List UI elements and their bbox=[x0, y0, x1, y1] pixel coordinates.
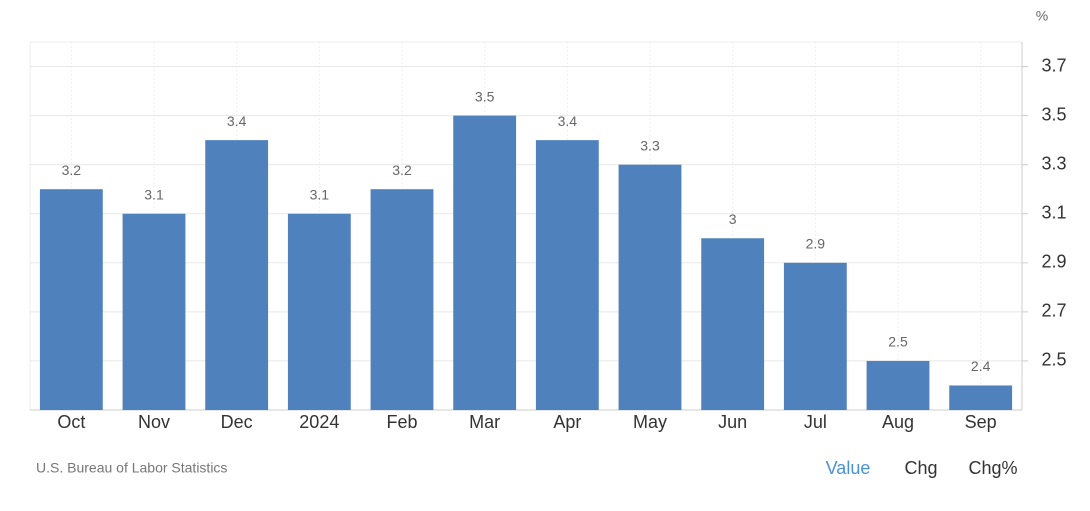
value-label: 3.5 bbox=[475, 88, 495, 104]
bar bbox=[39, 189, 103, 410]
value-label: 2.9 bbox=[806, 236, 826, 252]
bar bbox=[122, 213, 186, 410]
x-tick-label: Aug bbox=[882, 412, 914, 432]
y-tick-label: 3.7 bbox=[1041, 55, 1066, 75]
x-tick-label: Nov bbox=[138, 412, 170, 432]
y-tick-label: 3.1 bbox=[1041, 202, 1066, 222]
bar bbox=[701, 238, 765, 410]
value-label: 3.2 bbox=[62, 162, 82, 178]
value-label: 2.5 bbox=[888, 334, 908, 350]
y-tick-label: 3.5 bbox=[1041, 104, 1066, 124]
y-tick-label: 2.9 bbox=[1041, 252, 1066, 272]
x-tick-label: Jul bbox=[804, 412, 827, 432]
bar bbox=[205, 140, 269, 410]
control-button[interactable]: Chg bbox=[904, 458, 937, 478]
x-tick-label: Sep bbox=[965, 412, 997, 432]
control-button[interactable]: Chg% bbox=[968, 458, 1017, 478]
value-label: 3.3 bbox=[640, 137, 660, 153]
x-tick-label: Feb bbox=[386, 412, 417, 432]
y-tick-label: 3.3 bbox=[1041, 153, 1066, 173]
bar bbox=[453, 115, 517, 410]
value-label: 2.4 bbox=[971, 358, 991, 374]
value-label: 3 bbox=[729, 211, 737, 227]
y-tick-label: 2.7 bbox=[1041, 301, 1066, 321]
x-tick-label: Mar bbox=[469, 412, 500, 432]
x-tick-label: May bbox=[633, 412, 667, 432]
source: U.S. Bureau of Labor Statistics bbox=[36, 460, 227, 476]
bar bbox=[783, 262, 847, 410]
bar bbox=[618, 164, 682, 410]
value-label: 3.4 bbox=[227, 113, 247, 129]
bar bbox=[535, 140, 599, 410]
x-tick-label: 2024 bbox=[299, 412, 339, 432]
value-label: 3.2 bbox=[392, 162, 412, 178]
y-unit: % bbox=[1036, 8, 1048, 24]
value-label: 3.1 bbox=[144, 186, 164, 202]
control-button[interactable]: Value bbox=[826, 458, 871, 478]
value-label: 3.4 bbox=[558, 113, 578, 129]
bar bbox=[866, 360, 930, 410]
x-tick-label: Apr bbox=[553, 412, 581, 432]
bar bbox=[949, 385, 1013, 410]
x-tick-label: Jun bbox=[718, 412, 747, 432]
y-tick-label: 2.5 bbox=[1041, 350, 1066, 370]
value-label: 3.1 bbox=[310, 186, 330, 202]
x-tick-label: Oct bbox=[57, 412, 85, 432]
x-tick-label: Dec bbox=[221, 412, 253, 432]
bar bbox=[370, 189, 434, 410]
bar bbox=[287, 213, 351, 410]
